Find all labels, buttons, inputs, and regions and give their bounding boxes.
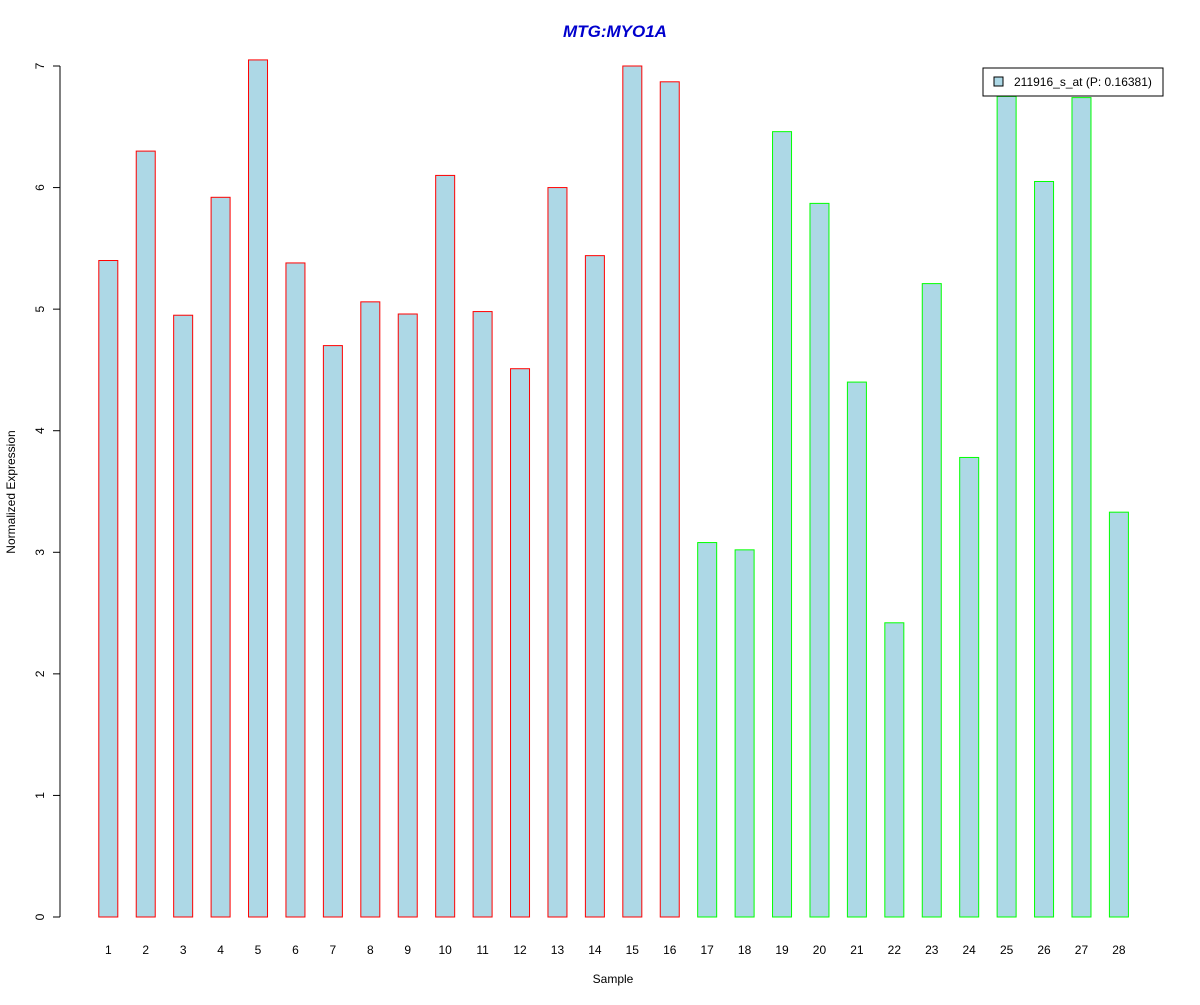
chart-title: MTG:MYO1A	[563, 22, 667, 41]
x-tick-label: 19	[775, 943, 789, 957]
y-axis-ticks: 0 1 2 3 4 5 6 7	[33, 62, 60, 920]
bar-sample-5	[248, 59, 269, 918]
bar-sample-26	[1034, 180, 1055, 918]
x-tick-label: 4	[217, 943, 224, 957]
legend-label: 211916_s_at (P: 0.16381)	[1014, 75, 1152, 89]
bar-sample-6	[285, 262, 306, 918]
x-tick-label: 1	[105, 943, 112, 957]
y-tick-label: 3	[33, 549, 47, 556]
bar-sample-11	[472, 311, 493, 918]
bar-sample-20	[809, 202, 830, 918]
y-tick-label: 0	[33, 913, 47, 920]
bar-sample-2	[135, 150, 156, 918]
y-tick-label: 7	[33, 62, 47, 69]
bar-sample-9	[397, 313, 418, 918]
x-tick-label: 24	[963, 943, 977, 957]
x-tick-label: 9	[404, 943, 411, 957]
bar-sample-14	[584, 255, 605, 918]
x-tick-label: 15	[626, 943, 640, 957]
bar-sample-24	[959, 456, 980, 918]
bar-sample-16	[659, 81, 680, 918]
bar-sample-1	[98, 260, 119, 918]
x-tick-label: 23	[925, 943, 939, 957]
bar-sample-10	[435, 174, 456, 918]
bar-sample-7	[322, 345, 343, 918]
x-tick-label: 22	[888, 943, 902, 957]
y-tick-label: 5	[33, 305, 47, 312]
x-tick-label: 20	[813, 943, 827, 957]
bar-sample-8	[360, 301, 381, 918]
x-tick-label: 18	[738, 943, 752, 957]
x-tick-label: 6	[292, 943, 299, 957]
legend-swatch	[993, 76, 1004, 87]
bar-sample-25	[996, 95, 1017, 918]
x-tick-label: 5	[255, 943, 262, 957]
bar-sample-12	[510, 368, 531, 918]
x-tick-label: 8	[367, 943, 374, 957]
y-tick-label: 1	[33, 792, 47, 799]
x-tick-label: 3	[180, 943, 187, 957]
bar-sample-3	[173, 314, 194, 918]
y-tick-label: 6	[33, 184, 47, 191]
x-tick-label: 28	[1112, 943, 1126, 957]
bar-sample-17	[697, 542, 718, 918]
x-tick-label: 26	[1037, 943, 1051, 957]
bar-sample-19	[772, 131, 793, 918]
y-tick-label: 4	[33, 427, 47, 434]
legend-box	[982, 67, 1164, 97]
x-tick-label: 7	[330, 943, 337, 957]
bar-sample-22	[884, 622, 905, 918]
y-axis-label: Normalized Expression	[4, 430, 18, 553]
bar-sample-27	[1071, 97, 1092, 918]
x-tick-label: 12	[513, 943, 527, 957]
bar-sample-13	[547, 187, 568, 918]
x-tick-label: 17	[701, 943, 715, 957]
bar-sample-28	[1108, 511, 1129, 918]
bar-sample-21	[846, 381, 867, 918]
bar-sample-18	[734, 549, 755, 918]
bar-sample-4	[210, 196, 231, 918]
x-tick-label: 14	[588, 943, 602, 957]
x-tick-label: 16	[663, 943, 677, 957]
x-tick-label: 27	[1075, 943, 1089, 957]
bar-sample-23	[921, 283, 942, 918]
x-tick-label: 10	[438, 943, 452, 957]
x-tick-label: 21	[850, 943, 864, 957]
x-axis-label: Sample	[593, 972, 634, 986]
x-tick-label: 25	[1000, 943, 1014, 957]
legend: 211916_s_at (P: 0.16381)	[982, 67, 1164, 97]
bar-sample-15	[622, 65, 643, 918]
x-tick-label: 13	[551, 943, 565, 957]
x-tick-label: 11	[476, 943, 489, 957]
bars-group	[98, 59, 1129, 918]
x-axis-tick-labels: 1 2 3 4 5 6 7 8 9 10 11 12 13 14 15 16 17 18 19 20 21 22 23 24 2…	[105, 943, 1126, 957]
x-tick-label: 2	[142, 943, 149, 957]
y-tick-label: 2	[33, 670, 47, 677]
